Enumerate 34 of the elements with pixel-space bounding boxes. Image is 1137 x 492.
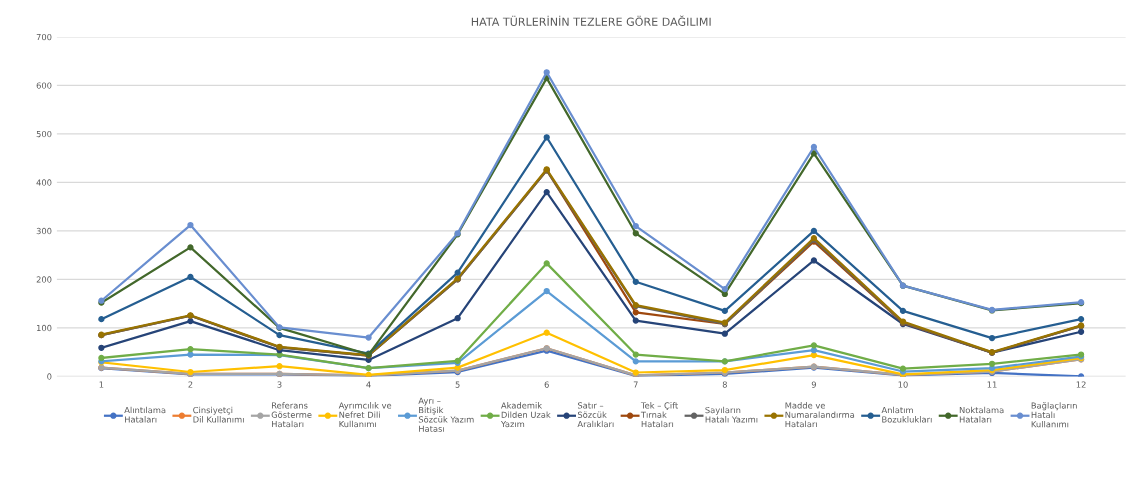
y-tick-label: 600 <box>36 82 52 89</box>
legend-label: Bağlaçların Hatalı Kullanımı <box>1031 402 1077 428</box>
x-tick-label: 7 <box>633 381 638 388</box>
legend-label: Noktalama Hataları <box>959 406 1004 423</box>
x-tick-label: 3 <box>277 381 282 388</box>
legend-label: Cinsiyetçi Dil Kullanımı <box>193 406 244 423</box>
x-tick-label: 12 <box>1076 381 1086 388</box>
x-tick-label: 6 <box>544 381 549 388</box>
legend-label: Madde ve Numaralandırma Hataları <box>785 402 855 428</box>
legend-label: Ayrı – Bitişik Sözcük Yazım Hatası <box>418 397 474 432</box>
legend-label: Anlatım Bozuklukları <box>881 406 932 423</box>
y-tick-label: 700 <box>36 33 52 41</box>
y-tick-label: 400 <box>36 179 52 186</box>
x-tick-label: 2 <box>188 381 193 388</box>
x-tick-label: 1 <box>99 381 104 388</box>
y-tick-label: 200 <box>36 276 52 283</box>
x-tick-label: 9 <box>811 381 816 388</box>
x-tick-label: 8 <box>722 381 727 388</box>
x-tick-label: 4 <box>366 381 371 388</box>
legend-label: Tek – Çift Tırnak Hataları <box>640 402 678 428</box>
y-tick-label: 500 <box>36 130 52 138</box>
x-tick-label: 5 <box>455 381 460 388</box>
chart-title: HATA TÜRLERİNİN TEZLERE GÖRE DAĞILIMI <box>471 15 711 26</box>
x-tick-label: 10 <box>898 381 908 388</box>
legend-label: Akademik Dilden Uzak Yazım <box>500 402 551 428</box>
legend-label: Alıntılama Hataları <box>124 406 166 423</box>
legend-label: Ayrımcılık ve Nefret Dili Kullanımı <box>338 402 392 428</box>
legend-label: Referans Gösterme Hataları <box>271 402 312 428</box>
y-tick-label: 100 <box>37 324 52 332</box>
legend-label: Satır – Sözcük Aralıkları <box>577 402 614 428</box>
x-tick-label: 11 <box>987 381 997 388</box>
legend-label: Sayıların Hatalı Yazımı <box>705 406 758 423</box>
y-tick-label: 300 <box>36 227 52 235</box>
y-tick-label: 0 <box>47 373 52 380</box>
